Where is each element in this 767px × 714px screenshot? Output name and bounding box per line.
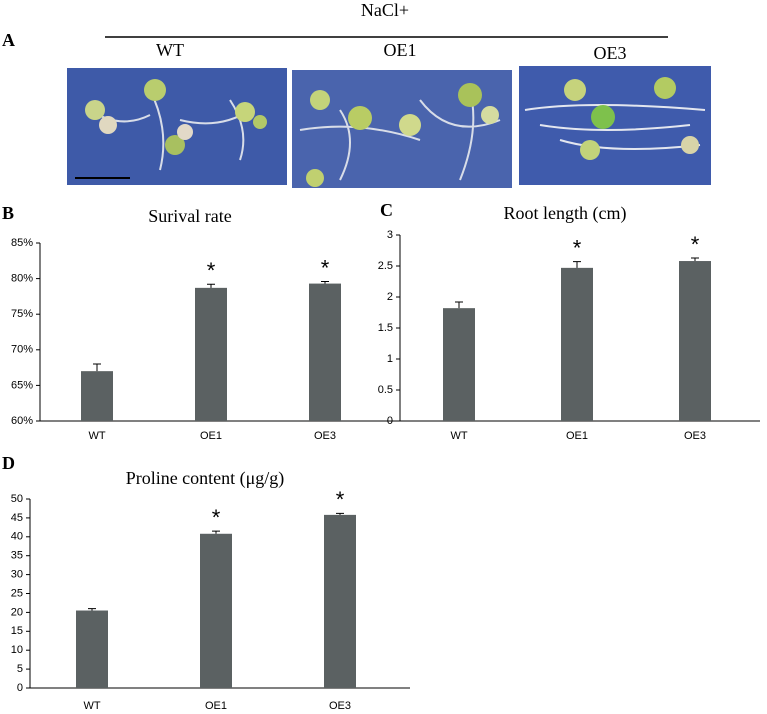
significance-mark: * bbox=[212, 505, 221, 530]
x-tick-label: OE1 bbox=[566, 430, 588, 442]
y-tick-label: 0 bbox=[387, 415, 393, 427]
y-tick-label: 80% bbox=[11, 273, 33, 285]
chart-title: Surival rate bbox=[148, 206, 231, 226]
x-tick-label: OE3 bbox=[684, 430, 706, 442]
y-tick-label: 2 bbox=[387, 291, 393, 303]
bar bbox=[324, 514, 356, 688]
y-tick-label: 40 bbox=[11, 531, 23, 543]
significance-mark: * bbox=[207, 258, 216, 283]
bar bbox=[443, 308, 475, 421]
x-tick-label: WT bbox=[450, 430, 467, 442]
y-tick-label: 0.5 bbox=[378, 384, 393, 396]
bar bbox=[679, 261, 711, 421]
treatment-label: NaCl+ bbox=[361, 0, 409, 20]
photo-label: WT bbox=[156, 40, 184, 60]
y-tick-label: 5 bbox=[17, 663, 23, 675]
panel-letter: D bbox=[2, 453, 15, 473]
photo-label: OE1 bbox=[384, 40, 417, 60]
y-tick-label: 1.5 bbox=[378, 322, 393, 334]
x-tick-label: OE3 bbox=[329, 700, 351, 712]
significance-mark: * bbox=[691, 232, 700, 257]
y-tick-label: 45 bbox=[11, 512, 23, 524]
bar bbox=[76, 610, 108, 688]
y-tick-label: 1 bbox=[387, 353, 393, 365]
y-tick-label: 85% bbox=[11, 237, 33, 249]
y-tick-label: 3 bbox=[387, 229, 393, 241]
error-bar bbox=[691, 257, 699, 262]
error-bar bbox=[336, 512, 344, 515]
error-bar bbox=[93, 363, 101, 372]
y-tick-label: 25 bbox=[11, 587, 23, 599]
y-tick-label: 15 bbox=[11, 625, 23, 637]
x-tick-label: OE1 bbox=[200, 430, 222, 442]
bar bbox=[81, 371, 113, 421]
chart-title: Proline content (μg/g) bbox=[126, 468, 285, 489]
y-tick-label: 20 bbox=[11, 606, 23, 618]
bar bbox=[309, 283, 341, 421]
x-tick-label: WT bbox=[88, 430, 105, 442]
y-tick-label: 70% bbox=[11, 344, 33, 356]
panel-letter: A bbox=[2, 30, 15, 50]
photo bbox=[67, 68, 287, 185]
bar bbox=[200, 533, 232, 688]
x-tick-label: OE3 bbox=[314, 430, 336, 442]
y-tick-label: 65% bbox=[11, 379, 33, 391]
error-bar bbox=[207, 283, 215, 288]
panel-letter: B bbox=[2, 203, 14, 223]
y-tick-label: 10 bbox=[11, 644, 23, 656]
photo-label: OE3 bbox=[594, 43, 627, 63]
error-bar bbox=[321, 280, 329, 284]
y-tick-label: 60% bbox=[11, 415, 33, 427]
photo bbox=[292, 70, 512, 188]
significance-mark: * bbox=[321, 255, 330, 280]
y-tick-label: 30 bbox=[11, 569, 23, 581]
chart-title: Root length (cm) bbox=[504, 203, 627, 224]
photo bbox=[519, 66, 711, 185]
error-bar bbox=[455, 301, 463, 309]
error-bar bbox=[212, 530, 220, 534]
y-tick-label: 50 bbox=[11, 493, 23, 505]
y-tick-label: 2.5 bbox=[378, 260, 393, 272]
bar bbox=[195, 287, 227, 421]
y-tick-label: 35 bbox=[11, 550, 23, 562]
error-bar bbox=[88, 608, 96, 611]
bar bbox=[561, 267, 593, 421]
y-tick-label: 0 bbox=[17, 682, 23, 694]
error-bar bbox=[573, 261, 581, 268]
y-tick-label: 75% bbox=[11, 308, 33, 320]
panel-letter: C bbox=[380, 200, 393, 220]
significance-mark: * bbox=[573, 235, 582, 260]
significance-mark: * bbox=[336, 487, 345, 512]
x-tick-label: OE1 bbox=[205, 700, 227, 712]
x-tick-label: WT bbox=[83, 700, 100, 712]
